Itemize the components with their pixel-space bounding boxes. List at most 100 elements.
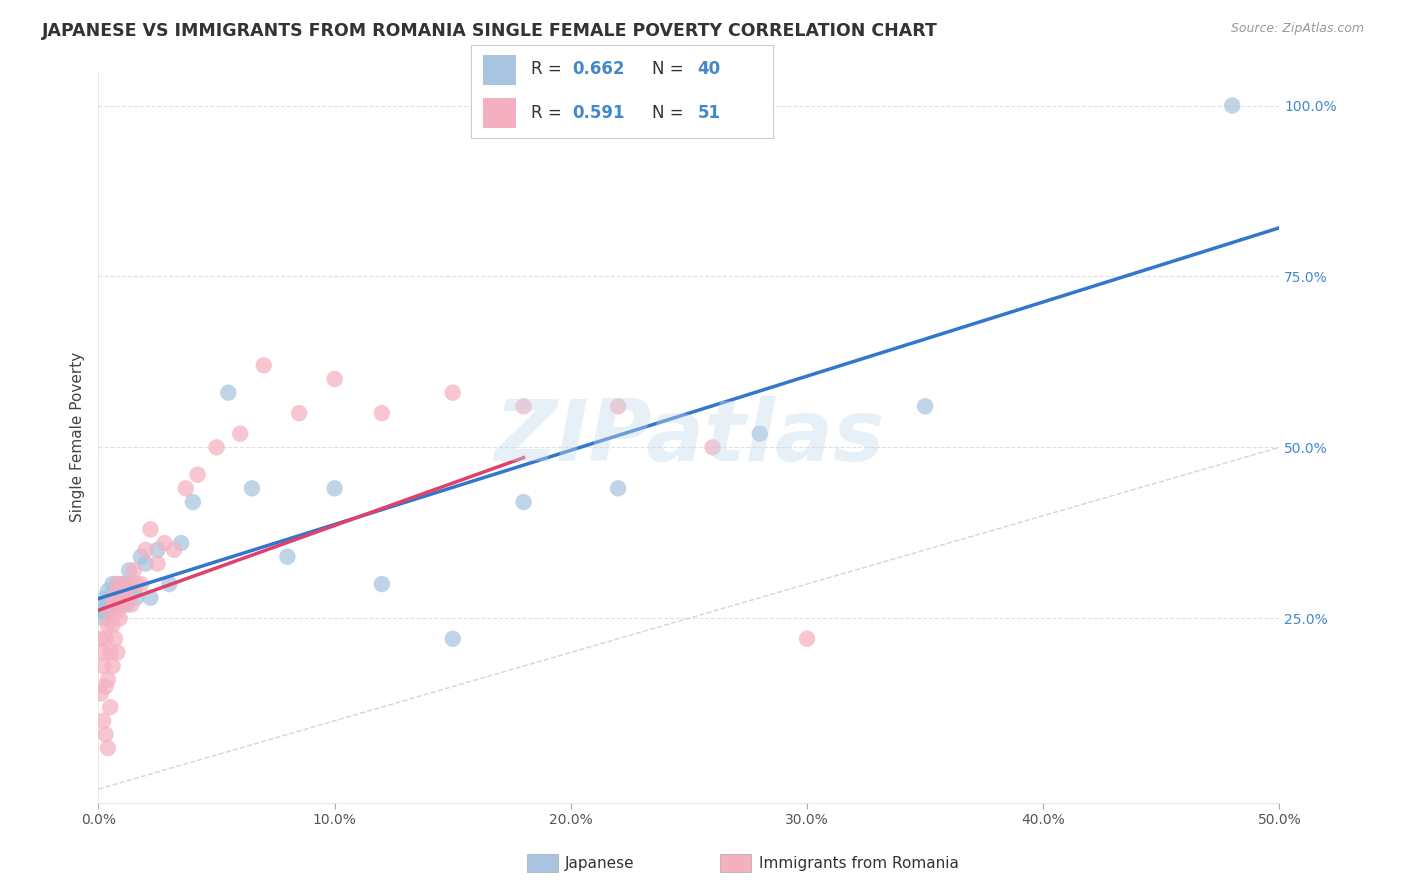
- Point: [153, 536, 176, 550]
- Point: [253, 359, 276, 373]
- Point: [146, 542, 169, 557]
- Point: [105, 645, 128, 659]
- Point: [607, 481, 630, 495]
- Point: [323, 481, 346, 495]
- Text: N =: N =: [652, 61, 689, 78]
- Text: JAPANESE VS IMMIGRANTS FROM ROMANIA SINGLE FEMALE POVERTY CORRELATION CHART: JAPANESE VS IMMIGRANTS FROM ROMANIA SING…: [42, 22, 938, 40]
- Point: [91, 714, 114, 728]
- Point: [125, 577, 148, 591]
- Point: [98, 700, 121, 714]
- Point: [104, 598, 127, 612]
- Text: ZIPatlas: ZIPatlas: [494, 395, 884, 479]
- Point: [914, 400, 936, 414]
- Text: 51: 51: [697, 103, 721, 121]
- Point: [91, 659, 114, 673]
- Point: [101, 598, 124, 612]
- Text: N =: N =: [652, 103, 689, 121]
- Point: [115, 598, 138, 612]
- Point: [129, 549, 152, 564]
- Point: [111, 591, 134, 605]
- Point: [97, 598, 120, 612]
- Point: [115, 591, 138, 605]
- Point: [139, 591, 162, 605]
- Point: [217, 385, 239, 400]
- Text: Japanese: Japanese: [565, 856, 636, 871]
- Point: [108, 611, 131, 625]
- Point: [441, 632, 464, 646]
- Point: [122, 583, 145, 598]
- Text: R =: R =: [531, 61, 568, 78]
- Point: [135, 542, 157, 557]
- Point: [240, 481, 263, 495]
- Point: [97, 583, 120, 598]
- Point: [98, 604, 121, 618]
- Point: [205, 440, 228, 454]
- Point: [94, 604, 117, 618]
- Point: [101, 577, 124, 591]
- Point: [91, 645, 114, 659]
- Point: [111, 577, 134, 591]
- Point: [94, 591, 117, 605]
- Point: [229, 426, 252, 441]
- Point: [371, 406, 394, 420]
- Point: [104, 632, 127, 646]
- Point: [98, 604, 121, 618]
- Point: [105, 604, 128, 618]
- Point: [108, 598, 131, 612]
- Point: [101, 618, 124, 632]
- Point: [105, 577, 128, 591]
- Point: [441, 385, 464, 400]
- Point: [170, 536, 193, 550]
- Point: [129, 577, 152, 591]
- Point: [125, 591, 148, 605]
- Point: [105, 591, 128, 605]
- Point: [122, 563, 145, 577]
- Point: [276, 549, 298, 564]
- Point: [90, 604, 112, 618]
- Point: [104, 583, 127, 598]
- Point: [98, 591, 121, 605]
- Point: [512, 495, 534, 509]
- Point: [121, 598, 143, 612]
- Point: [97, 741, 120, 756]
- Point: [163, 542, 186, 557]
- Point: [98, 645, 121, 659]
- Point: [94, 727, 117, 741]
- Text: 0.591: 0.591: [572, 103, 624, 121]
- Point: [118, 577, 141, 591]
- Point: [104, 591, 127, 605]
- Point: [90, 686, 112, 700]
- Point: [105, 577, 128, 591]
- Point: [111, 598, 134, 612]
- Point: [139, 522, 162, 536]
- Point: [97, 618, 120, 632]
- Point: [371, 577, 394, 591]
- Point: [101, 591, 124, 605]
- Text: R =: R =: [531, 103, 568, 121]
- Point: [112, 577, 135, 591]
- Point: [323, 372, 346, 386]
- Point: [112, 591, 135, 605]
- Point: [1220, 98, 1243, 112]
- Text: Immigrants from Romania: Immigrants from Romania: [759, 856, 959, 871]
- Y-axis label: Single Female Poverty: Single Female Poverty: [69, 352, 84, 522]
- Text: Source: ZipAtlas.com: Source: ZipAtlas.com: [1230, 22, 1364, 36]
- Point: [135, 557, 157, 571]
- Point: [187, 467, 209, 482]
- Point: [146, 557, 169, 571]
- Point: [91, 611, 114, 625]
- Text: 40: 40: [697, 61, 721, 78]
- Point: [97, 673, 120, 687]
- Point: [94, 632, 117, 646]
- Point: [288, 406, 311, 420]
- Point: [702, 440, 724, 454]
- Point: [94, 680, 117, 694]
- Text: 0.662: 0.662: [572, 61, 624, 78]
- Point: [174, 481, 197, 495]
- Point: [157, 577, 180, 591]
- Point: [181, 495, 204, 509]
- Point: [101, 659, 124, 673]
- Point: [91, 598, 114, 612]
- Point: [90, 632, 112, 646]
- Point: [512, 400, 534, 414]
